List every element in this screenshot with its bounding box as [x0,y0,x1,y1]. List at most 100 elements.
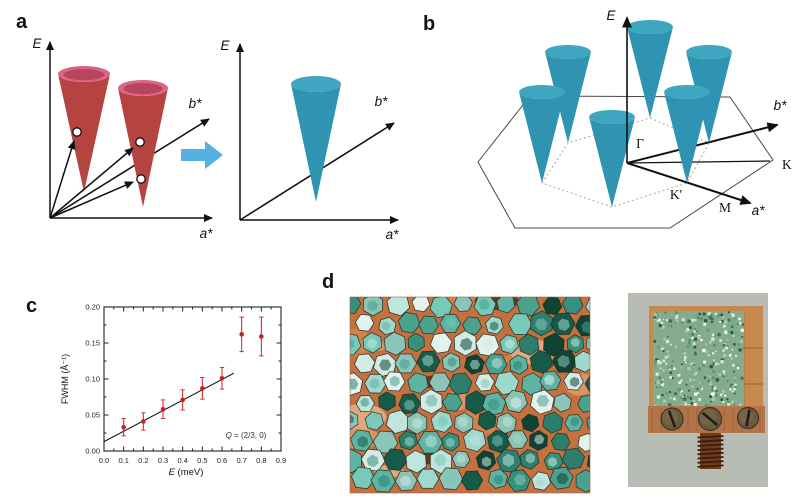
panel-b-label: b [423,13,435,35]
bolt-thread [697,435,724,439]
mosaic-speckle [653,355,656,357]
mosaic-speckle [674,322,677,325]
mosaic-speckle [715,394,718,397]
mosaic-speckle [708,340,712,344]
crystal-facet-detail [425,394,438,407]
mosaic-speckle [680,320,684,324]
dirac-cone-teal [545,45,591,143]
mosaic-speckle [707,312,711,316]
mosaic-speckle [673,367,676,370]
hexagonal-crystal [354,313,375,332]
mosaic-speckle [694,337,698,341]
mosaic-speckle [659,367,662,370]
x-tick-label: 0.2 [138,456,148,465]
mosaic-speckle [711,397,716,401]
mosaic-speckle [665,319,668,321]
mosaic-speckle [732,335,735,337]
mosaic-speckle [659,320,662,323]
mosaic-speckle [731,363,735,367]
mosaic-speckle [697,336,701,340]
mosaic-speckle [720,358,723,361]
mosaic-speckle [711,389,713,392]
hexagonal-crystal [477,410,497,431]
mosaic-speckle [685,383,688,386]
mosaic-speckle [715,378,720,382]
mosaic-speckle [701,387,703,389]
data-point [219,375,225,381]
k-prime-point-label: K' [670,187,682,202]
mosaic-speckle [681,338,685,342]
a-star-label: a* [386,227,400,242]
dirac-cone-teal [519,85,565,183]
x-tick-label: 0.7 [236,456,246,465]
mosaic-speckle [722,349,725,352]
data-point [141,419,146,424]
hexagonal-crystal [453,297,474,312]
data-point [160,406,166,412]
crystal-facet-detail [536,395,550,407]
mosaic-speckle [741,342,744,346]
crystal-facet-detail [360,397,370,408]
mosaic-speckle [693,373,697,376]
gamma-point-label: Γ [636,136,644,151]
mosaic-speckle [730,382,733,385]
mosaic-speckle [734,377,737,379]
mosaic-speckle [655,358,659,362]
mosaic-speckle [731,325,734,328]
mosaic-speckle [736,334,739,337]
crystal-facet-detail [512,360,523,371]
hexagonal-crystal [584,374,590,394]
mosaic-speckle [739,404,742,406]
mosaic-speckle [703,379,706,382]
mosaic-speckle [722,343,726,347]
x-tick-label: 0.3 [158,456,168,465]
mosaic-speckle [685,361,687,364]
mosaic-speckle [669,391,672,394]
crystal-facet-detail [592,458,603,468]
crystal-facet-detail [514,474,527,486]
mosaic-speckle [738,348,742,352]
mosaic-speckle [698,398,702,401]
mosaic-speckle [688,389,690,392]
mosaic-speckle [656,386,658,388]
panel-c: c 0.0 0.1 0.2 0.3 0.4 0.5 0.6 0.7 0.8 0.9 0.00 0.05… [26,295,286,478]
mosaic-speckle [662,369,665,372]
crystal-facet-detail [570,337,580,347]
mosaic-speckle [691,336,694,340]
mosaic-speckle [653,364,657,368]
mosaic-speckle [684,402,688,406]
b-star-axis [626,122,779,164]
mosaic-speckle [693,402,697,406]
mosaic-speckle [722,372,726,376]
bolt-thread [697,451,724,456]
mosaic-speckle [710,400,712,403]
dirac-cone-teal [589,110,635,207]
screw-slot [745,409,751,427]
mosaic-speckle [661,393,664,397]
mosaic-speckle [711,352,715,355]
mosaic-speckle [692,342,696,346]
mosaic-speckle [690,362,693,365]
crystal-facet-detail [389,375,400,387]
mosaic-speckle [738,317,741,321]
mosaic-speckle [663,337,666,341]
mosaic-speckle [730,312,733,315]
wavevector-arrow [49,147,134,219]
crystal-facet-detail [490,321,499,331]
mosaic-speckle [666,335,669,338]
crystal-facet-detail [591,378,603,390]
mosaic-speckle [679,373,681,376]
dirac-cone-teal [664,85,710,183]
hexagonal-crystal [350,333,362,356]
mosaic-speckle [731,314,735,318]
crystal-facet-detail [350,338,355,350]
mosaic-speckle [662,359,666,363]
mosaic-speckle [702,312,706,316]
y-tick-label: 0.10 [85,375,100,384]
mosaic-speckle [678,388,682,391]
mosaic-speckle [742,323,744,327]
mosaic-speckle [724,394,727,397]
linear-fit-line [103,372,235,443]
mosaic-speckle [696,329,701,334]
